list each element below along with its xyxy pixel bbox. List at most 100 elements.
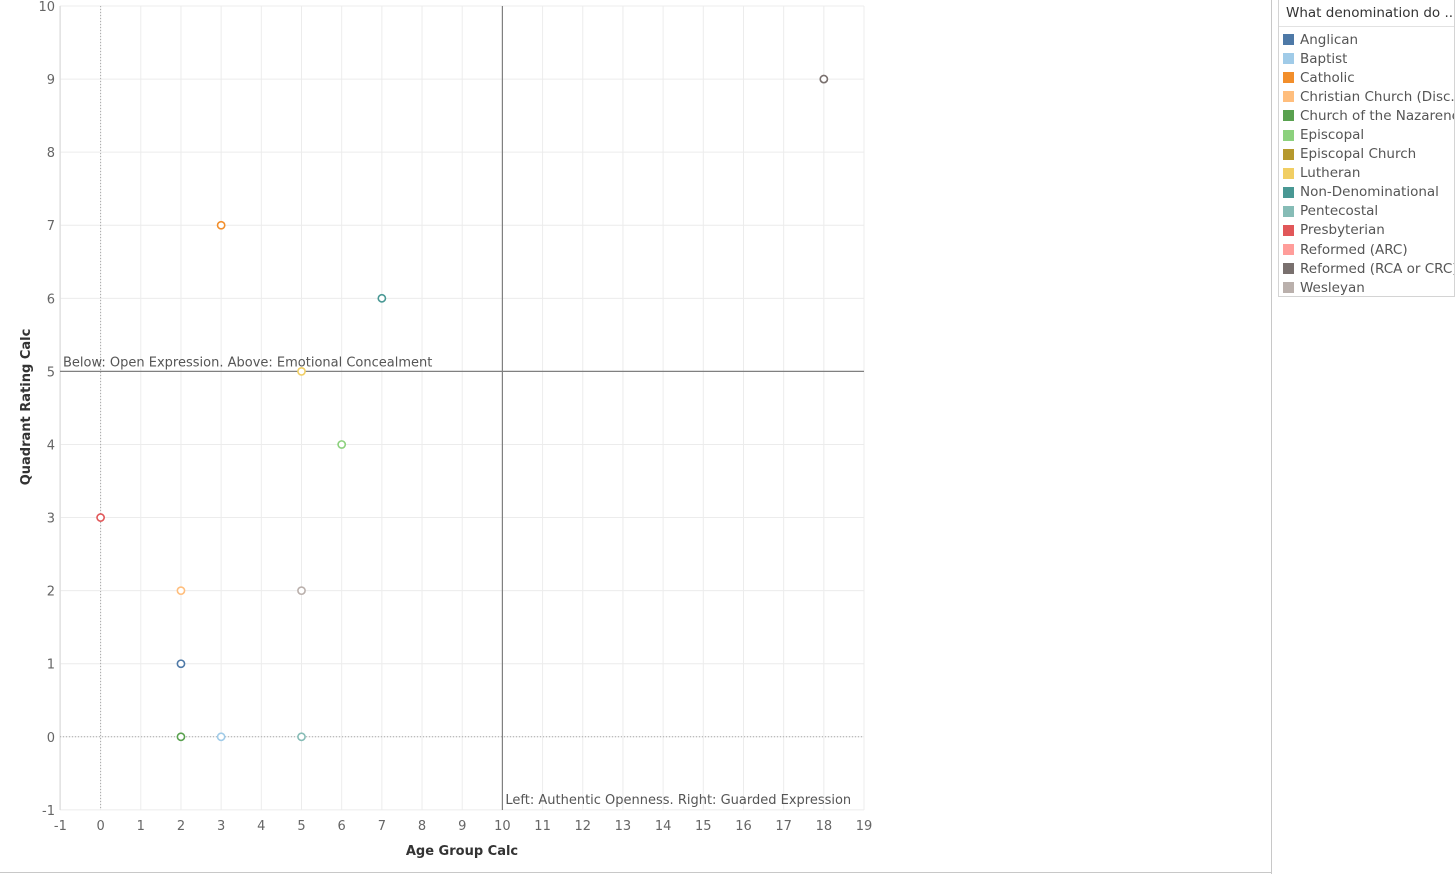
x-tick-label: 3 (217, 819, 225, 834)
y-axis-ticks: -1 0 1 2 3 4 5 6 7 8 9 10 (38, 0, 55, 819)
legend-item[interactable]: Baptist (1279, 49, 1454, 68)
y-tick-label: 4 (47, 438, 55, 453)
x-tick-label: 17 (775, 819, 792, 834)
legend-label: Episcopal Church (1300, 146, 1417, 163)
x-axis-ticks: -1 0 1 2 3 4 5 6 7 8 9 10 11 12 13 14 15 16 17 18 19 (54, 819, 872, 834)
y-tick-label: 3 (47, 512, 55, 527)
legend-item[interactable]: Presbyterian (1279, 221, 1454, 240)
grid (59, 5, 865, 811)
legend-swatch (1283, 205, 1294, 217)
y-tick-label: 7 (47, 219, 55, 234)
legend-label: Anglican (1300, 31, 1359, 48)
y-tick-label: 0 (47, 731, 55, 746)
x-tick-label: 14 (655, 819, 672, 834)
legend-label: Wesleyan (1300, 279, 1365, 296)
legend-swatch (1283, 110, 1294, 122)
bottom-rule (0, 872, 1272, 873)
y-tick-label: 9 (47, 73, 55, 88)
legend-item[interactable]: Episcopal (1279, 125, 1454, 144)
data-point[interactable] (96, 513, 105, 522)
legend-swatch (1283, 72, 1294, 84)
reference-lines: Below: Open Expression. Above: Emotional… (60, 6, 864, 810)
x-tick-label: 2 (177, 819, 185, 834)
x-tick-label: 15 (695, 819, 712, 834)
legend-items: Anglican Baptist Catholic Christian Church … (1279, 27, 1454, 297)
x-tick-label: 13 (615, 819, 632, 834)
legend-swatch (1283, 282, 1294, 294)
y-tick-label: 6 (47, 292, 55, 307)
y-tick-label: 8 (47, 146, 55, 161)
legend-item[interactable]: Pentecostal (1279, 202, 1454, 221)
legend-label: Lutheran (1300, 165, 1361, 182)
legend-swatch (1283, 91, 1294, 103)
data-point[interactable] (176, 659, 186, 669)
data-point[interactable] (337, 440, 347, 449)
x-tick-label: 10 (494, 819, 511, 834)
legend-item[interactable]: Anglican (1279, 30, 1454, 49)
legend-item[interactable]: Non-Denominational (1279, 183, 1454, 202)
legend-item[interactable]: Catholic (1279, 68, 1454, 87)
x-axis-title: Age Group Calc (406, 844, 518, 859)
legend-item[interactable]: Church of the Nazarene (1279, 106, 1454, 125)
data-point[interactable] (176, 732, 186, 742)
legend-item[interactable]: Reformed (RCA or CRC) (1279, 259, 1454, 278)
x-tick-label: 19 (856, 819, 873, 834)
legend-label: Reformed (ARC) (1300, 241, 1408, 258)
zero-lines (60, 6, 864, 810)
x-tick-label: 6 (338, 819, 346, 834)
legend-label: Episcopal (1300, 127, 1365, 144)
x-tick-label: 1 (137, 819, 145, 834)
vertical-reference-label: Left: Authentic Openness. Right: Guarded… (505, 793, 851, 808)
legend-label: Presbyterian (1300, 222, 1385, 239)
y-tick-label: -1 (42, 804, 55, 819)
legend-swatch (1283, 224, 1294, 236)
legend-item[interactable]: Reformed (ARC) (1279, 240, 1454, 259)
x-tick-label: 7 (378, 819, 386, 834)
horizontal-reference-label: Below: Open Expression. Above: Emotional… (63, 355, 432, 370)
x-tick-label: 4 (257, 819, 265, 834)
pane-divider (1271, 0, 1272, 874)
data-point[interactable] (297, 732, 306, 742)
legend-item[interactable]: Christian Church (Disc.. (1279, 87, 1454, 106)
legend-title[interactable]: What denomination do ... (1279, 0, 1454, 27)
legend-swatch (1283, 148, 1294, 160)
data-point[interactable] (216, 220, 226, 230)
legend-label: Pentecostal (1300, 203, 1379, 220)
y-tick-label: 5 (47, 365, 55, 380)
data-point[interactable] (819, 74, 829, 84)
legend-swatch (1283, 34, 1294, 46)
data-point[interactable] (297, 366, 306, 376)
y-tick-label: 2 (47, 585, 55, 600)
legend-item[interactable]: Lutheran (1279, 164, 1454, 183)
data-point[interactable] (297, 586, 306, 596)
legend-label: Church of the Nazarene (1300, 107, 1454, 124)
legend-swatch (1283, 53, 1294, 65)
legend-label: Christian Church (Disc.. (1300, 88, 1454, 105)
x-tick-label: 16 (735, 819, 752, 834)
legend-swatch (1283, 244, 1294, 256)
data-point[interactable] (377, 293, 387, 303)
legend-swatch (1283, 263, 1294, 275)
x-tick-label: 9 (458, 819, 466, 834)
y-tick-label: 10 (38, 0, 55, 15)
x-tick-label: -1 (54, 819, 67, 834)
legend-label: Non-Denominational (1300, 184, 1439, 201)
legend-swatch (1283, 129, 1294, 141)
x-tick-label: 12 (574, 819, 591, 834)
x-tick-label: 5 (297, 819, 305, 834)
scatter-plot: Below: Open Expression. Above: Emotional… (19, 0, 872, 859)
x-tick-label: 18 (816, 819, 833, 834)
x-tick-label: 8 (418, 819, 426, 834)
x-tick-label: 11 (534, 819, 551, 834)
legend-swatch (1283, 167, 1294, 179)
legend-label: Catholic (1300, 69, 1355, 86)
legend-label: Reformed (RCA or CRC) (1300, 260, 1454, 277)
y-axis-title: Quadrant Rating Calc (19, 329, 34, 486)
data-point[interactable] (216, 732, 226, 742)
legend-item[interactable]: Episcopal Church (1279, 145, 1454, 164)
legend-label: Baptist (1300, 50, 1348, 67)
data-point[interactable] (176, 586, 186, 596)
legend-swatch (1283, 186, 1294, 198)
color-legend[interactable]: What denomination do ... Anglican Baptist… (1278, 0, 1455, 297)
legend-item[interactable]: Wesleyan (1279, 278, 1454, 297)
